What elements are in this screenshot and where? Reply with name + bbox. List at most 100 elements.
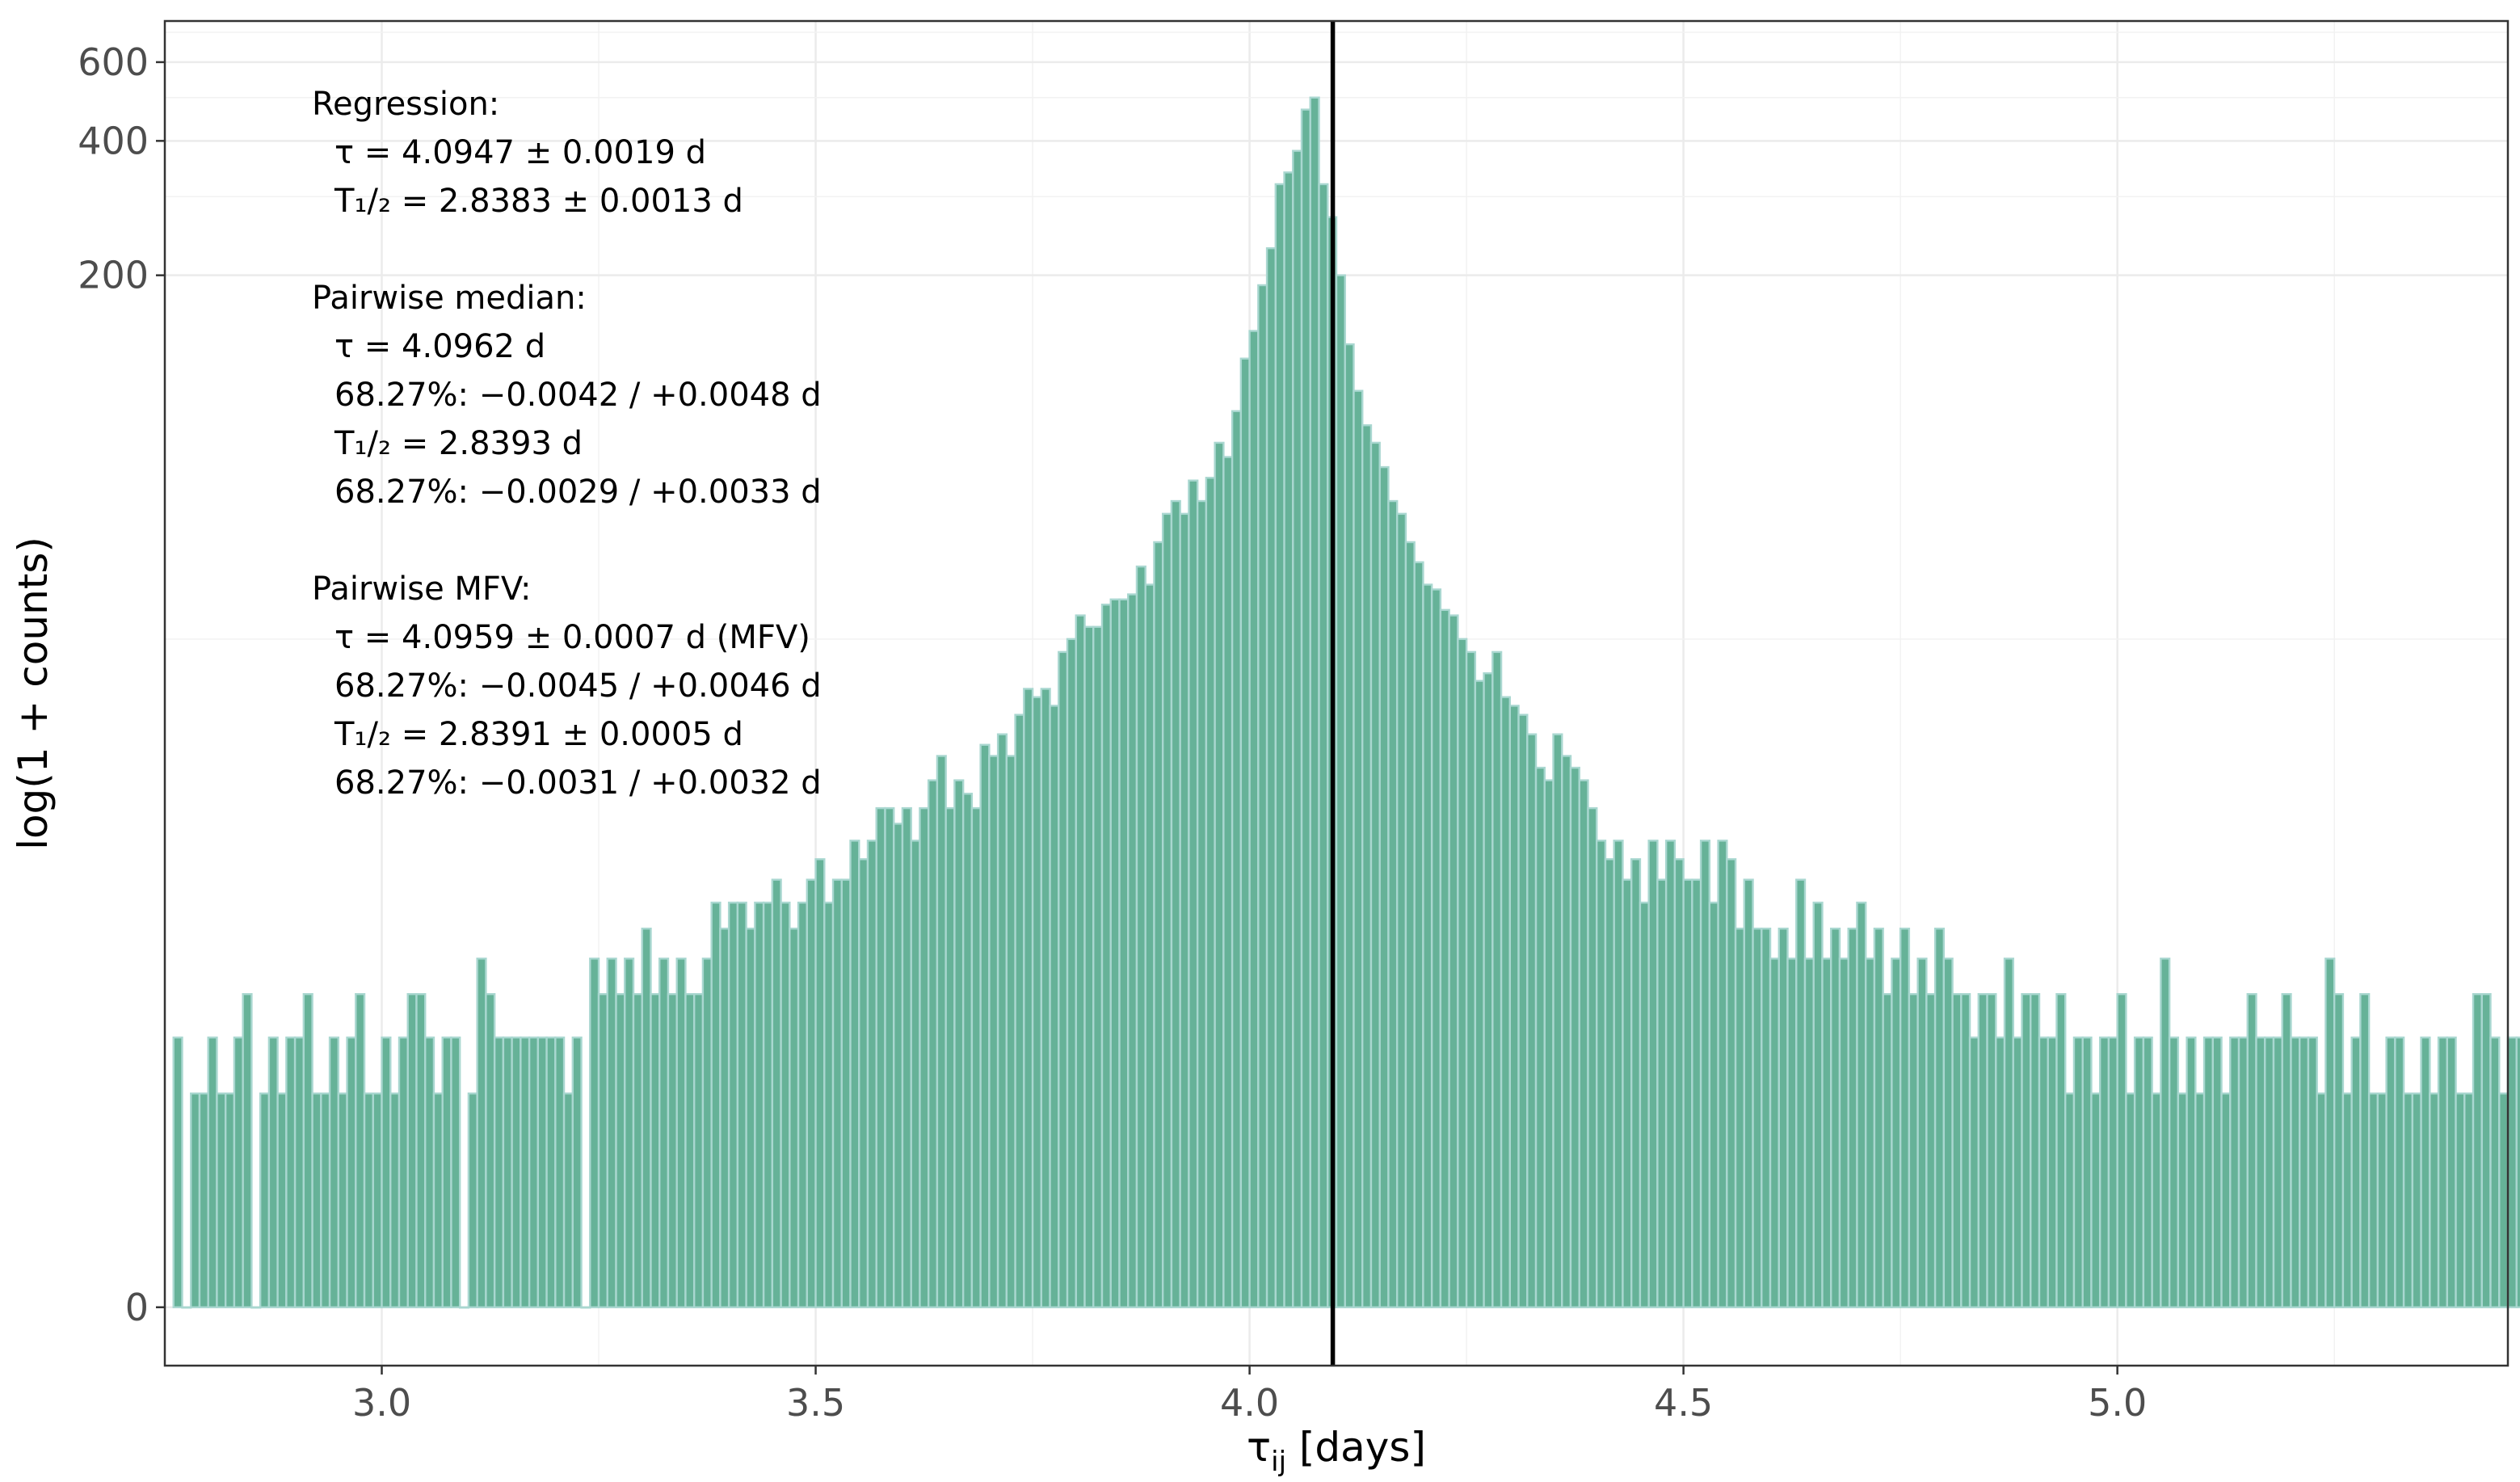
histogram-bar <box>2367 1092 2379 1308</box>
histogram-bar <box>1838 958 1849 1308</box>
histogram-bar <box>2211 1036 2223 1308</box>
histogram-bar <box>1578 779 1589 1308</box>
histogram-bar <box>667 992 678 1308</box>
histogram-bar <box>780 901 791 1308</box>
histogram-bar <box>2003 958 2014 1308</box>
histogram-bar <box>1196 499 1208 1308</box>
histogram-bar <box>884 806 895 1308</box>
histogram-bar <box>302 992 313 1308</box>
histogram-bar <box>823 901 835 1308</box>
histogram-bar <box>328 1036 340 1308</box>
histogram-bar <box>1222 456 1234 1308</box>
histogram-bar <box>1483 672 1494 1308</box>
histogram-bar <box>1968 1036 1980 1308</box>
histogram-bar <box>1170 499 1181 1308</box>
histogram-bar <box>1734 927 1746 1308</box>
histogram-bar <box>701 958 713 1308</box>
histogram-bar <box>1395 512 1407 1308</box>
histogram-bar <box>372 1092 383 1308</box>
histogram-bar <box>1639 901 1650 1308</box>
histogram-bar <box>2090 1092 2101 1308</box>
histogram-bar <box>944 806 956 1308</box>
histogram-bar <box>389 1092 401 1308</box>
histogram-bar <box>1726 858 1737 1308</box>
histogram-bar <box>1083 625 1095 1308</box>
histogram-bar <box>2055 992 2067 1308</box>
histogram-bar <box>2455 1092 2466 1308</box>
histogram-bar <box>1387 499 1399 1308</box>
histogram-bar <box>831 878 843 1308</box>
histogram-bar <box>2272 1036 2283 1308</box>
histogram-bar <box>849 840 860 1308</box>
histogram-bar <box>1891 958 1902 1308</box>
histogram-bar <box>1188 479 1199 1308</box>
axis-ticks: 3.0 3.5 4.0 4.5 5.0 0 200 400 600 <box>78 40 2147 1425</box>
x-tick-label: 4.5 <box>1654 1381 1713 1425</box>
histogram-bar <box>2411 1092 2422 1308</box>
histogram-bar <box>1856 901 1867 1308</box>
histogram-bar <box>1265 246 1277 1308</box>
histogram-bar <box>190 1092 201 1308</box>
histogram-bar <box>1422 583 1433 1308</box>
histogram-bar <box>1682 878 1693 1308</box>
histogram-bar <box>1847 927 1858 1308</box>
histogram-bar <box>1673 858 1685 1308</box>
histogram-bar <box>250 1306 262 1309</box>
histogram-bar <box>2160 958 2171 1308</box>
histogram-bar <box>2098 1036 2110 1308</box>
histogram-bar <box>554 1036 566 1308</box>
y-tick-label: 400 <box>78 119 149 162</box>
histogram-bar <box>806 878 817 1308</box>
histogram-bar <box>615 992 626 1308</box>
histogram-bar <box>1257 284 1268 1308</box>
histogram-bar <box>1457 638 1468 1308</box>
histogram-bar <box>2064 1092 2076 1308</box>
histogram-bar <box>476 958 487 1308</box>
histogram-bar <box>450 1036 461 1308</box>
histogram-bar <box>1908 992 1919 1308</box>
histogram-bar <box>1283 171 1294 1308</box>
histogram-bar <box>2030 992 2041 1308</box>
stats-annotation: Regression: τ = 4.0947 ± 0.0019 d T₁/₂ = 2… <box>312 86 822 802</box>
x-tick-label: 5.0 <box>2088 1381 2147 1425</box>
histogram-bar <box>1118 598 1130 1308</box>
histogram-bar <box>1500 696 1512 1308</box>
histogram-bar <box>2429 1092 2440 1308</box>
histogram-bar <box>381 1036 392 1308</box>
annotation-line: τ = 4.0962 d <box>334 328 545 365</box>
histogram-bar <box>1430 588 1442 1308</box>
histogram-bar <box>2324 958 2336 1308</box>
histogram-bar <box>1300 108 1311 1308</box>
histogram-bar <box>1951 992 1963 1308</box>
histogram-bar <box>1465 650 1477 1308</box>
histogram-bar <box>910 840 921 1308</box>
histogram-bar <box>1664 840 1676 1308</box>
y-tick-label: 200 <box>78 254 149 297</box>
histogram-bar <box>1656 878 1668 1308</box>
histogram-bar <box>1439 608 1450 1308</box>
histogram-bar <box>1743 878 1754 1308</box>
histogram-bar <box>242 992 253 1308</box>
histogram-bar <box>1613 840 1624 1308</box>
annotation-line: 68.27%: −0.0031 / +0.0032 d <box>334 764 822 802</box>
histogram-bar <box>337 1092 348 1308</box>
histogram-bar <box>1335 274 1346 1308</box>
histogram-bar <box>727 901 739 1308</box>
histogram-bar <box>1100 604 1112 1308</box>
histogram-bar <box>432 1092 444 1308</box>
histogram-bar <box>2264 1036 2275 1308</box>
plot-border <box>163 19 2509 1367</box>
histogram-bar <box>1014 714 1025 1308</box>
histogram-bar <box>181 1306 192 1309</box>
histogram-bar <box>2506 1036 2518 1308</box>
histogram-bar <box>1803 958 1815 1308</box>
histogram-bar <box>1448 614 1459 1308</box>
histogram-bar <box>893 823 904 1308</box>
histogram-bar <box>441 1036 452 1308</box>
histogram-bar <box>1023 688 1034 1308</box>
histogram-bar <box>1109 598 1121 1308</box>
histogram-bar <box>2255 1036 2266 1308</box>
histogram-bar <box>597 992 608 1308</box>
histogram-bar <box>692 992 705 1308</box>
histogram-bar <box>1031 696 1043 1308</box>
